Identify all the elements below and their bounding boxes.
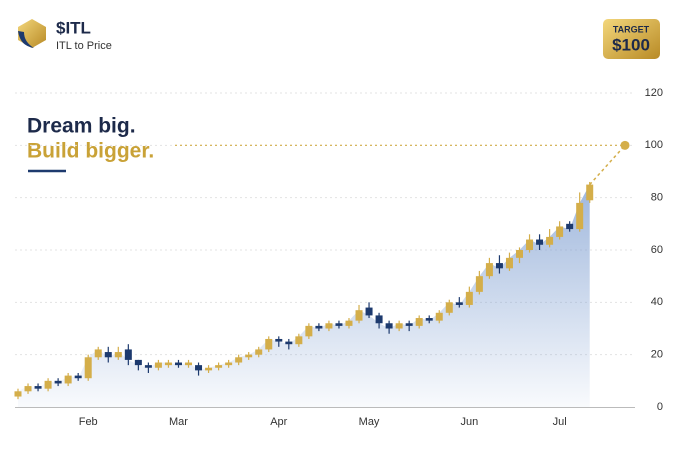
candle-body — [295, 336, 303, 345]
candle-body — [505, 257, 513, 269]
candle-body — [445, 302, 453, 313]
candle-body — [315, 325, 323, 329]
candle-body — [365, 307, 373, 316]
candle-body — [225, 362, 233, 366]
candle-body — [195, 365, 203, 371]
candle-body — [245, 354, 253, 358]
candle-body — [586, 184, 594, 201]
candle-body — [154, 362, 162, 368]
x-tick-label: May — [359, 416, 380, 428]
candle-body — [375, 315, 383, 324]
y-tick-label: 20 — [651, 349, 663, 361]
candle-body — [435, 312, 443, 321]
candle-body — [84, 357, 92, 379]
candle-body — [556, 226, 564, 237]
price-area — [18, 184, 590, 407]
candle-body — [495, 263, 503, 269]
y-tick-label: 0 — [657, 401, 663, 413]
candle-body — [24, 386, 32, 392]
candle-body — [215, 365, 223, 368]
target-path — [589, 144, 626, 186]
target-value: $100 — [612, 35, 650, 54]
candle-body — [34, 386, 42, 389]
x-tick-label: Apr — [270, 416, 287, 428]
candle-body — [526, 239, 534, 250]
candle-body — [174, 362, 182, 366]
candle-body — [566, 223, 574, 230]
candle-body — [465, 291, 473, 305]
candle-body — [104, 352, 112, 358]
candle-body — [325, 323, 333, 329]
candle-body — [144, 365, 152, 368]
x-tick-label: Feb — [79, 416, 98, 428]
candle-body — [94, 349, 102, 358]
candle-body — [275, 338, 283, 342]
candle-body — [255, 349, 263, 355]
y-tick-label: 120 — [645, 87, 663, 99]
candle-body — [345, 320, 353, 326]
x-tick-label: Mar — [169, 416, 188, 428]
candle-body — [265, 338, 273, 350]
candle-body — [164, 362, 172, 366]
y-tick-label: 100 — [645, 139, 663, 151]
candle-body — [485, 263, 493, 277]
subtitle: ITL to Price — [56, 40, 112, 52]
candle-body — [546, 236, 554, 245]
candle-body — [114, 352, 122, 358]
candle-body — [425, 318, 433, 321]
candle-body — [305, 325, 313, 337]
candle-body — [355, 310, 363, 321]
y-tick-label: 80 — [651, 192, 663, 204]
y-tick-label: 60 — [651, 244, 663, 256]
candle-body — [475, 276, 483, 292]
candle-body — [395, 323, 403, 329]
candle-body — [205, 367, 213, 371]
candle-body — [405, 323, 413, 326]
tagline-1: Dream big. — [27, 115, 136, 138]
candle-body — [536, 239, 544, 245]
candle-body — [285, 341, 293, 345]
candle-body — [335, 323, 343, 326]
y-tick-label: 40 — [651, 296, 663, 308]
candle-body — [516, 250, 523, 258]
tagline-2: Build bigger. — [27, 140, 154, 163]
x-tick-label: Jul — [553, 416, 567, 428]
logo — [18, 19, 46, 48]
candle-body — [185, 362, 193, 366]
candle-body — [74, 375, 82, 379]
candle-body — [415, 318, 423, 326]
candle-body — [134, 359, 142, 366]
candle-body — [455, 302, 463, 305]
candle-body — [124, 349, 132, 360]
ticker: $ITL — [56, 18, 91, 37]
candle-body — [385, 323, 393, 329]
candle-body — [235, 357, 243, 363]
target-label: TARGET — [613, 24, 650, 34]
candle-body — [44, 380, 52, 389]
x-tick-label: Jun — [460, 416, 478, 428]
candle-body — [54, 380, 62, 384]
target-badge — [603, 19, 660, 59]
candle-body — [576, 202, 584, 230]
candle-body — [14, 391, 22, 397]
candle-body — [64, 375, 72, 384]
target-dot — [620, 140, 630, 150]
